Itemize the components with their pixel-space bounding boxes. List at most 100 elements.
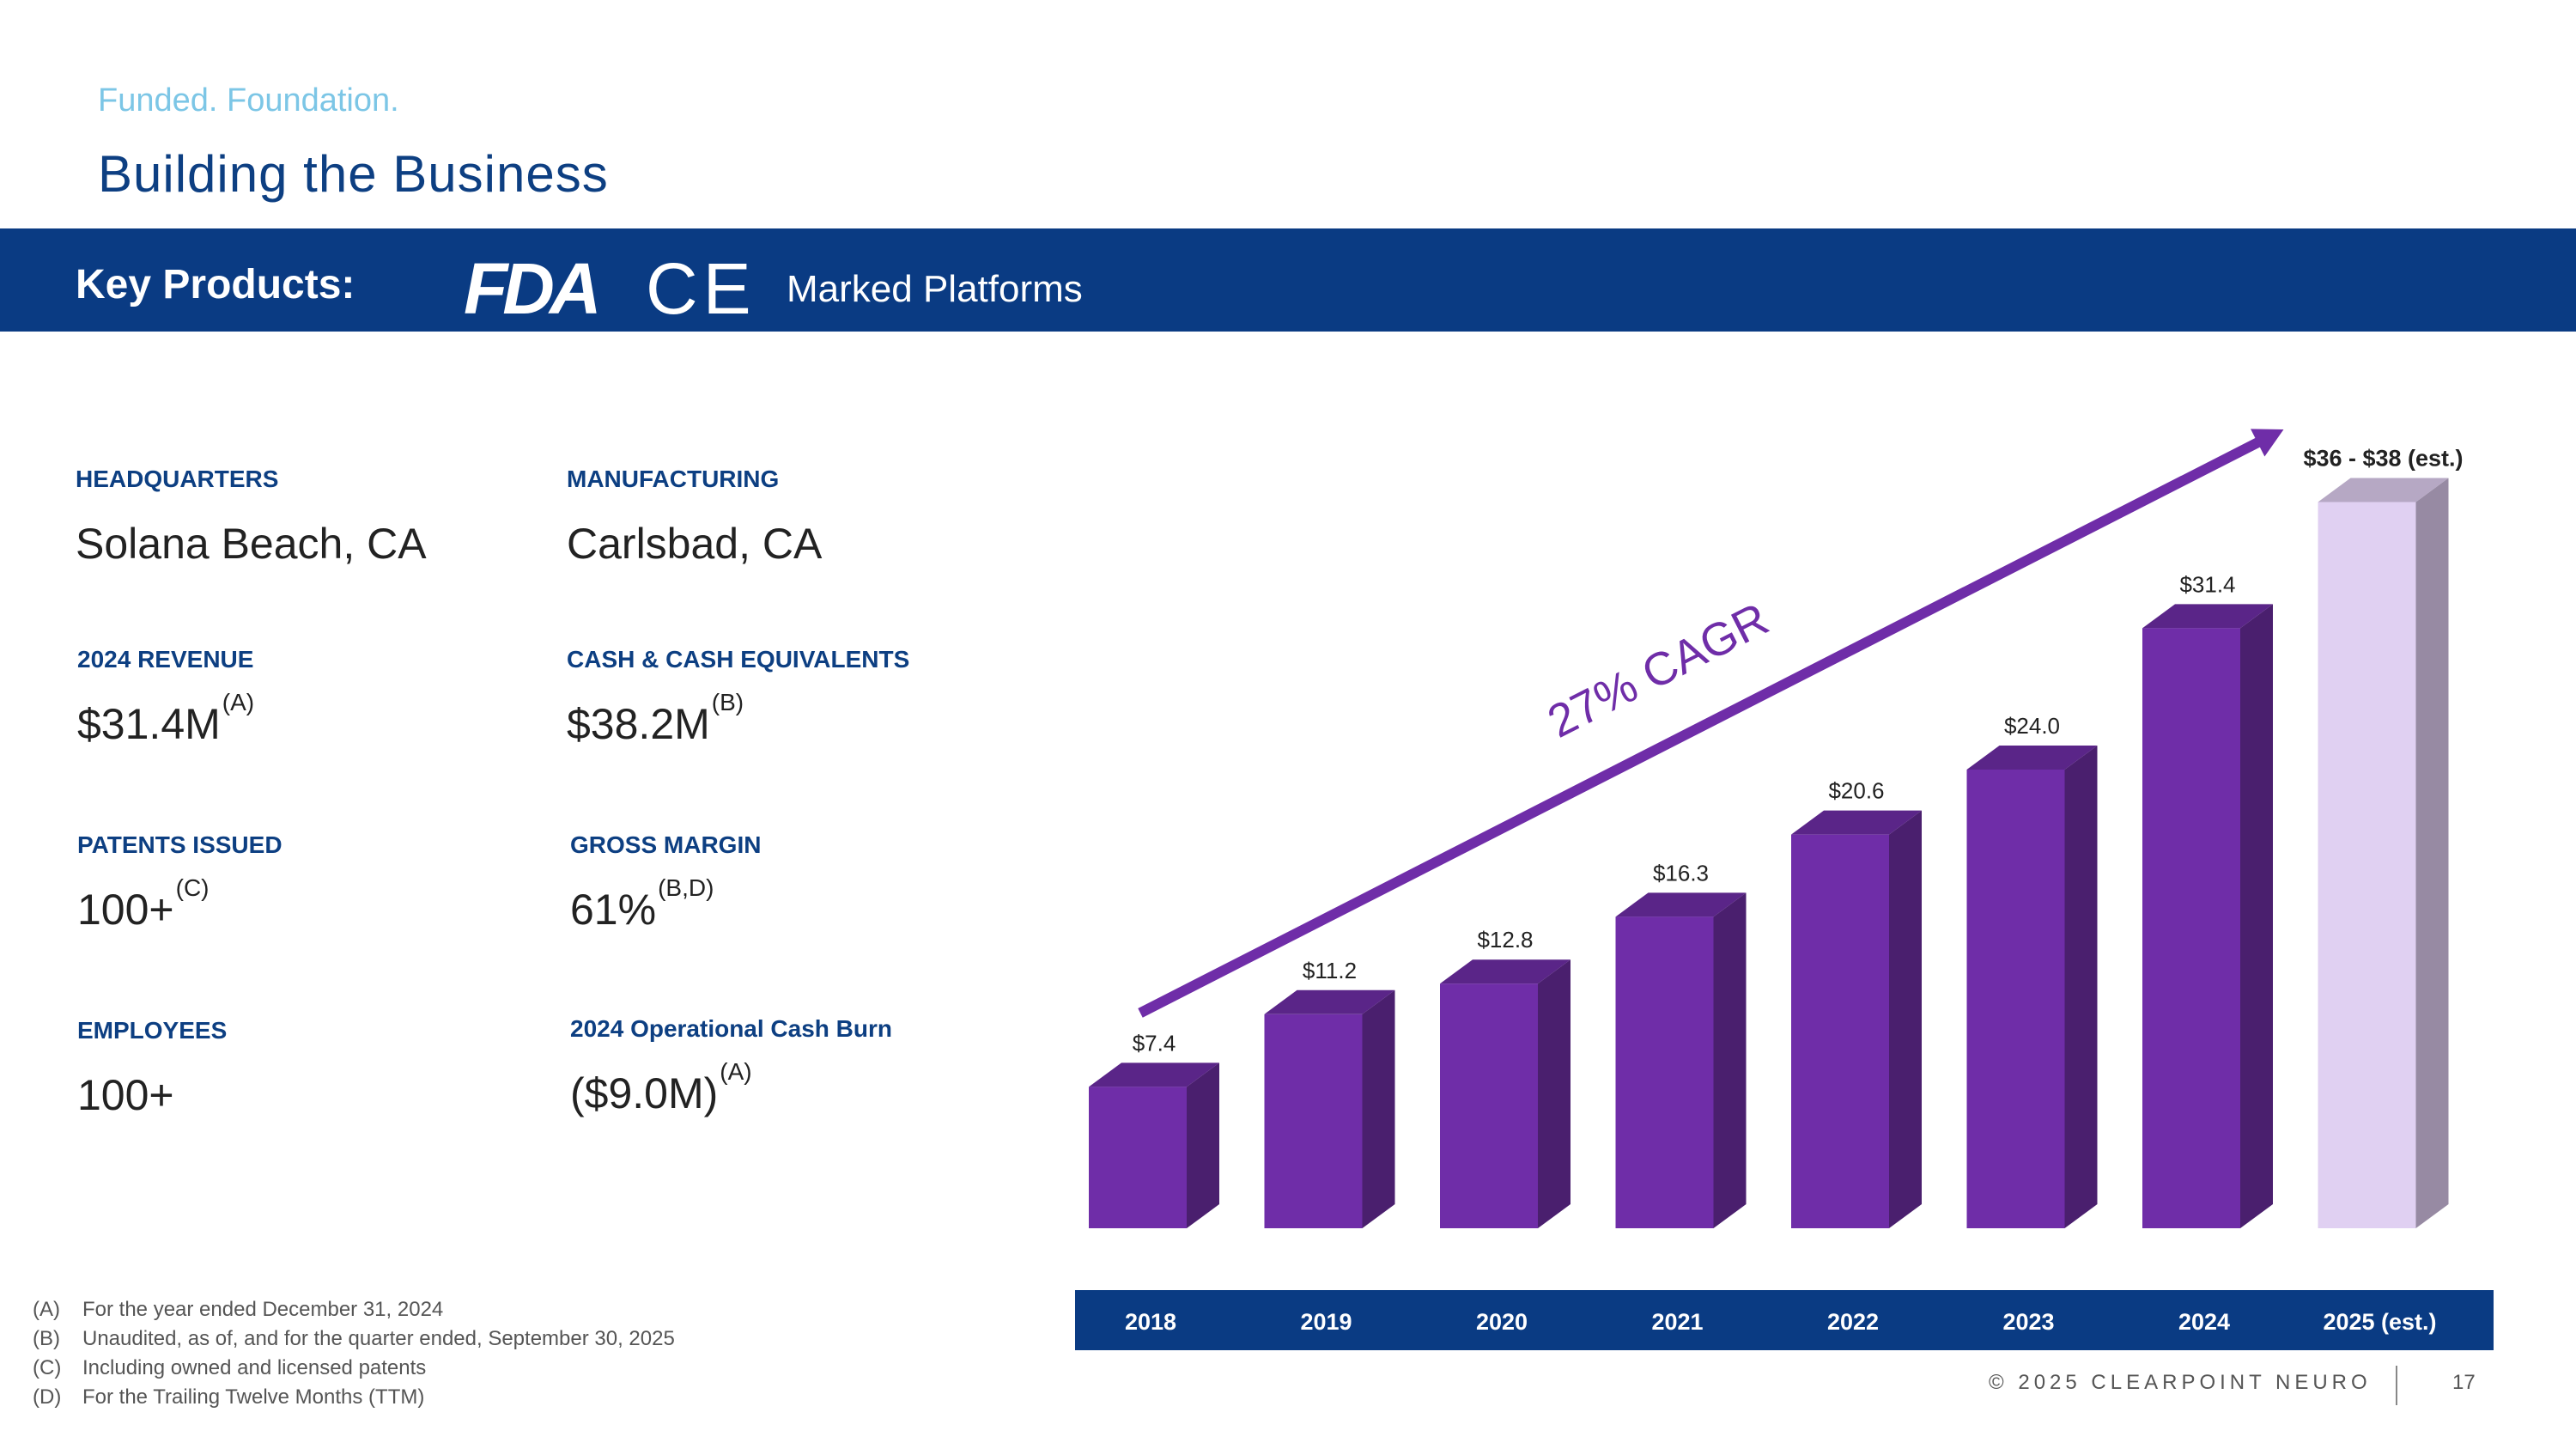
stat-cash-burn: 2024 Operational Cash Burn ($9.0M)(A) <box>570 1015 892 1118</box>
data-label: $16.3 <box>1653 860 1709 886</box>
x-tick-label: 2025 (est.) <box>2323 1309 2436 1335</box>
footnote-text: For the Trailing Twelve Months (TTM) <box>82 1385 425 1409</box>
x-tick-label: 2023 <box>2002 1309 2054 1335</box>
stat-label: 2024 Operational Cash Burn <box>570 1015 893 1042</box>
footnote-ref: (B) <box>711 689 744 715</box>
eyebrow-text: Funded. Foundation. <box>98 82 399 119</box>
data-label: $11.2 <box>1303 958 1357 983</box>
bar-side <box>2415 478 2449 1228</box>
bar-side <box>1362 989 1395 1228</box>
stat-value: 100+(C) <box>77 874 283 935</box>
footnote-ref: (C) <box>175 874 210 901</box>
footnote-ref: (A) <box>222 689 255 715</box>
x-tick-label: 2020 <box>1476 1309 1528 1335</box>
stat-gross-margin: GROSS MARGIN 61%(B,D) <box>570 831 761 935</box>
x-axis-band <box>1075 1290 2494 1350</box>
stat-label: MANUFACTURING <box>567 466 780 492</box>
data-label: $20.6 <box>1828 778 1884 804</box>
stat-manufacturing: MANUFACTURING Carlsbad, CA <box>567 466 822 569</box>
bar <box>2318 502 2416 1228</box>
bar-top <box>1966 746 2098 770</box>
stat-label: PATENTS ISSUED <box>77 831 283 858</box>
key-products-banner: Key Products: FDA CE Marked Platforms <box>0 228 2576 332</box>
ce-mark-logo: CE <box>646 248 756 329</box>
bar-top <box>1440 959 1571 984</box>
bar-top <box>1615 892 1747 917</box>
revenue-bar-chart: $7.4 2018 $11.2 2019 $12.8 2020 $16.3 2021 $20.6… <box>1089 429 2464 1335</box>
stat-value-text: Carlsbad, CA <box>567 520 823 568</box>
stat-value: 100+ <box>77 1070 227 1120</box>
x-tick-label: 2021 <box>1651 1309 1703 1335</box>
bar-top <box>1264 989 1395 1014</box>
stat-value: Solana Beach, CA <box>76 519 427 569</box>
stat-label: EMPLOYEES <box>77 1017 228 1044</box>
x-tick-label: 2024 <box>2178 1309 2230 1335</box>
stat-value-text: 61% <box>570 886 657 934</box>
stat-value: Carlsbad, CA <box>567 519 822 569</box>
data-label: $12.8 <box>1477 927 1533 953</box>
bar-side <box>2240 604 2273 1228</box>
stat-value-text: 100+ <box>77 886 174 934</box>
stat-label: HEADQUARTERS <box>76 466 279 492</box>
footnote-item: (B) Unaudited, as of, and for the quarter… <box>33 1324 675 1354</box>
bar <box>1791 834 1889 1228</box>
footnote-item: (A) For the year ended December 31, 2024 <box>33 1295 675 1324</box>
stat-value-text: Solana Beach, CA <box>76 520 427 568</box>
footnote-ref: (B,D) <box>658 874 714 901</box>
footnote-item: (C) Including owned and licensed patents <box>33 1354 675 1383</box>
page-title: Building the Business <box>98 145 609 203</box>
footnote-text: Including owned and licensed patents <box>82 1356 427 1379</box>
data-label: $31.4 <box>2179 571 2235 597</box>
bar <box>1615 916 1714 1228</box>
bar-top <box>2142 604 2273 629</box>
data-label: $36 - $38 (est.) <box>2303 446 2463 472</box>
footnote-key: (C) <box>33 1356 62 1379</box>
bar-top <box>1791 810 1922 835</box>
stat-headquarters: HEADQUARTERS Solana Beach, CA <box>76 466 427 569</box>
bar-side <box>1538 959 1571 1228</box>
stat-label: 2024 REVENUE <box>77 646 254 673</box>
footnote-key: (B) <box>33 1327 60 1350</box>
cagr-arrow-line <box>1138 432 2271 1018</box>
data-label: $7.4 <box>1133 1030 1176 1056</box>
marked-platforms-label: Marked Platforms <box>787 268 1083 310</box>
stat-cash: CASH & CASH EQUIVALENTS $38.2M(B) <box>567 646 909 749</box>
bar <box>1264 1014 1363 1228</box>
bar-side <box>1889 810 1922 1228</box>
footer-divider <box>2396 1366 2397 1405</box>
footnote-text: Unaudited, as of, and for the quarter en… <box>82 1327 675 1350</box>
stat-value-text: $31.4M <box>77 700 221 748</box>
footnotes: (A) For the year ended December 31, 2024 … <box>33 1295 675 1412</box>
stat-value: $38.2M(B) <box>567 689 909 749</box>
bar <box>1966 770 2065 1228</box>
footnote-ref: (A) <box>720 1058 752 1085</box>
bar-side <box>2064 746 2098 1228</box>
bar <box>1440 983 1538 1228</box>
x-tick-label: 2022 <box>1827 1309 1879 1335</box>
stat-label: CASH & CASH EQUIVALENTS <box>567 646 910 673</box>
copyright-text: © 2025 CLEARPOINT NEURO <box>1989 1371 2372 1394</box>
bar-side <box>1187 1062 1219 1228</box>
fda-logo: FDA <box>464 248 602 329</box>
footnote-key: (D) <box>33 1385 62 1409</box>
stat-revenue: 2024 REVENUE $31.4M(A) <box>77 646 254 749</box>
footnote-text: For the year ended December 31, 2024 <box>82 1298 444 1321</box>
bar <box>2142 628 2240 1228</box>
bar-top <box>1089 1062 1219 1087</box>
data-label: $24.0 <box>2004 713 2060 739</box>
stat-label: GROSS MARGIN <box>570 831 762 858</box>
bar-side <box>1713 892 1747 1228</box>
stat-employees: EMPLOYEES 100+ <box>77 1017 227 1120</box>
stat-patents: PATENTS ISSUED 100+(C) <box>77 831 283 935</box>
stat-value: ($9.0M)(A) <box>570 1058 892 1118</box>
x-tick-label: 2018 <box>1125 1309 1176 1335</box>
x-tick-label: 2019 <box>1300 1309 1352 1335</box>
stat-value-text: 100+ <box>77 1071 174 1119</box>
bar-top <box>2318 478 2449 502</box>
page-number: 17 <box>2452 1371 2476 1394</box>
bar <box>1089 1087 1187 1228</box>
stat-value-text: $38.2M <box>567 700 710 748</box>
stat-value-text: ($9.0M) <box>570 1069 719 1117</box>
footnote-item: (D) For the Trailing Twelve Months (TTM) <box>33 1383 675 1412</box>
stat-value: $31.4M(A) <box>77 689 254 749</box>
